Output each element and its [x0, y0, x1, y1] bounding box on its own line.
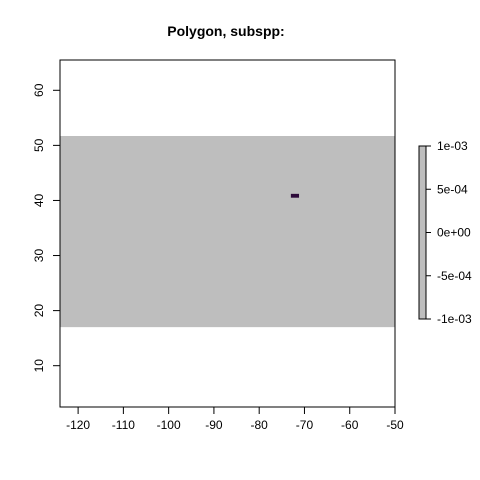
legend-tick-label: -1e-03: [437, 312, 472, 326]
legend-tick-label: -5e-04: [437, 269, 472, 283]
x-tick-label: -80: [251, 418, 269, 432]
legend-tick-label: 0e+00: [437, 226, 471, 240]
x-tick-label: -60: [341, 418, 359, 432]
y-tick-label: 20: [32, 304, 46, 318]
y-tick-label: 40: [32, 193, 46, 207]
legend-tick-label: 1e-03: [437, 139, 468, 153]
raster-cell-highlight: [290, 193, 300, 198]
x-tick-label: -120: [66, 418, 90, 432]
x-axis: -120 -110 -100 -90 -80 -70 -60 -50: [66, 406, 404, 432]
legend-tick-label: 5e-04: [437, 182, 468, 196]
y-tick-label: 50: [32, 138, 46, 152]
y-axis: 10 20 30 40 50 60: [32, 83, 61, 373]
x-tick-label: -100: [157, 418, 181, 432]
y-tick-label: 60: [32, 83, 46, 97]
legend-colorbar: [418, 145, 427, 320]
color-legend: 1e-03 5e-04 0e+00 -5e-04 -1e-03: [418, 139, 472, 326]
plot-area: [59, 59, 396, 408]
y-tick-label: 30: [32, 249, 46, 263]
chart-title: Polygon, subspp:: [167, 23, 284, 39]
x-tick-label: -70: [296, 418, 314, 432]
x-tick-label: -110: [112, 418, 135, 432]
raster-fill: [60, 136, 395, 328]
y-tick-label: 10: [32, 359, 46, 373]
x-tick-label: -50: [386, 418, 404, 432]
x-tick-label: -90: [205, 418, 223, 432]
